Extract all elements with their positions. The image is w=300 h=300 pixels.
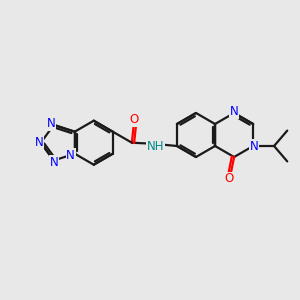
Text: N: N xyxy=(46,117,55,130)
Text: N: N xyxy=(50,156,58,169)
Text: NH: NH xyxy=(147,140,165,153)
Text: N: N xyxy=(66,149,75,162)
Text: N: N xyxy=(230,105,239,118)
Text: N: N xyxy=(250,140,259,152)
Text: O: O xyxy=(224,172,234,185)
Text: O: O xyxy=(129,113,139,126)
Text: N: N xyxy=(34,136,43,149)
